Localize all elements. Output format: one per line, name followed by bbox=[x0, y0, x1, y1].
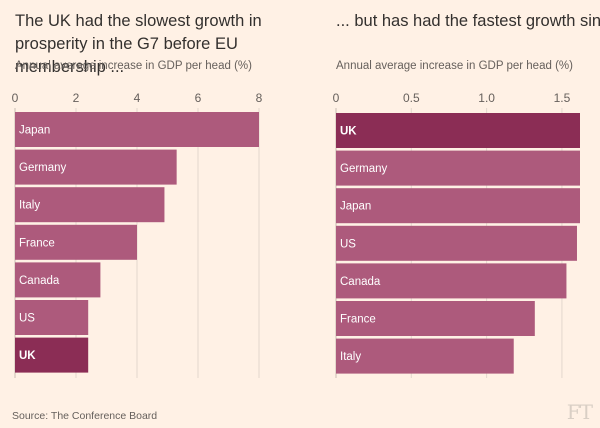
bar-label: US bbox=[340, 238, 356, 250]
tick-label: 8 bbox=[256, 91, 263, 105]
bar-label: France bbox=[340, 314, 376, 326]
bar bbox=[15, 300, 89, 335]
bar bbox=[15, 112, 259, 147]
tick-label: 1.0 bbox=[478, 91, 495, 105]
bar-label: Germany bbox=[19, 162, 67, 174]
bar-label: Italy bbox=[19, 200, 40, 212]
bar-label: Japan bbox=[340, 201, 371, 213]
bar bbox=[336, 301, 535, 336]
tick-label: 0 bbox=[333, 91, 340, 105]
bar bbox=[336, 188, 580, 224]
bar bbox=[336, 113, 580, 148]
bar-label: US bbox=[19, 313, 35, 325]
bar-label: Italy bbox=[340, 351, 361, 363]
bar-chart-left: 0 2 4 6 8 Japan Germany Italy France Canada US UK bbox=[12, 91, 263, 378]
bar bbox=[15, 187, 165, 223]
chart-panel-left: The UK had the slowest growth in prosper… bbox=[0, 0, 300, 400]
bar bbox=[336, 150, 580, 186]
bar bbox=[336, 263, 567, 299]
bar-label: UK bbox=[19, 350, 36, 362]
chart-panel-right: ... but has had the fastest growth since… bbox=[320, 0, 600, 400]
tick-label: 2 bbox=[73, 91, 80, 105]
bar bbox=[336, 225, 577, 261]
bar bbox=[336, 338, 514, 374]
tick-label: 4 bbox=[134, 91, 141, 105]
bar-label: Germany bbox=[340, 163, 388, 175]
bar bbox=[15, 262, 101, 298]
chart-title: The UK had the slowest growth in prosper… bbox=[15, 12, 262, 76]
chart-title: ... but has had the fastest growth since bbox=[336, 12, 600, 30]
tick-label: 0.5 bbox=[403, 91, 420, 105]
chart-subtitle: Annual average increase in GDP per head … bbox=[336, 60, 573, 72]
ft-logo: FT bbox=[566, 400, 593, 424]
tick-label: 0 bbox=[12, 91, 19, 105]
bar bbox=[15, 149, 177, 185]
bar-label: UK bbox=[340, 126, 357, 138]
bar bbox=[15, 224, 137, 260]
chart-subtitle: Annual average increase in GDP per head … bbox=[15, 60, 252, 72]
bar bbox=[15, 337, 89, 373]
tick-label: 6 bbox=[195, 91, 202, 105]
bar-label: Japan bbox=[19, 125, 50, 137]
tick-label: 1.5 bbox=[554, 91, 571, 105]
bar-chart-right: 0 0.5 1.0 1.5 UK Germany Japan US Canada France It… bbox=[333, 91, 580, 378]
source-note: Source: The Conference Board bbox=[12, 410, 158, 422]
bar-label: Canada bbox=[340, 276, 381, 288]
bar-label: France bbox=[19, 237, 55, 249]
bar-label: Canada bbox=[19, 275, 60, 287]
